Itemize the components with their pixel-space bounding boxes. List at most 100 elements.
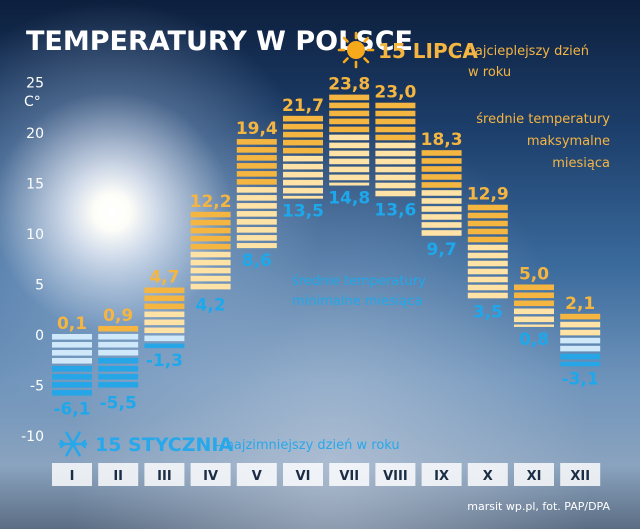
temperature-bar (283, 115, 323, 199)
bar-stripe (375, 118, 416, 125)
y-axis-unit: C° (24, 94, 41, 110)
bar-stripe (144, 311, 185, 318)
x-tick-box (190, 463, 231, 486)
max-value-label: 2,1 (565, 294, 595, 314)
bar-stripe (98, 365, 139, 372)
bar-stripe (421, 222, 462, 228)
bar-stripe (190, 219, 231, 226)
min-value-label: -1,3 (146, 351, 183, 371)
x-tick-box (467, 463, 508, 486)
min-value-label: 3,5 (473, 303, 503, 323)
y-tick-label: -10 (21, 429, 44, 445)
bar-stripe (190, 259, 231, 266)
bar-stripe (236, 243, 277, 249)
min-series-label-1: średnie temperatury (292, 274, 426, 289)
bar-stripe (283, 195, 323, 199)
snowflake-icon (58, 431, 88, 457)
x-tick-box (375, 463, 416, 486)
bar-stripe (375, 102, 416, 109)
bar-stripe (236, 155, 277, 161)
bar-stripe (329, 126, 370, 133)
bar-stripe (236, 171, 277, 177)
bar-stripe (283, 155, 323, 162)
bar-stripe (144, 327, 185, 334)
bar-stripe (236, 163, 277, 169)
bar-stripe (52, 357, 92, 364)
hottest-day-text: – najcieplejszy dzień (456, 44, 589, 59)
bar-stripe (52, 381, 92, 388)
bar-stripe (283, 139, 323, 146)
bar-stripe (560, 337, 601, 344)
bar-stripe (98, 333, 139, 340)
bar-stripe (375, 182, 416, 189)
bar-stripe (421, 198, 462, 204)
sun-icon (337, 31, 375, 69)
bar-stripe (467, 228, 508, 235)
bar-stripe (467, 260, 508, 267)
max-value-label: 23,0 (374, 83, 416, 103)
x-tick-label: I (70, 469, 75, 484)
bar-stripe (144, 287, 185, 294)
temperature-bar (329, 94, 370, 186)
min-value-label: -6,1 (53, 400, 90, 420)
bar-stripe (329, 150, 370, 157)
x-tick-box (514, 463, 554, 486)
bar-stripe (329, 94, 370, 101)
bar-stripe (467, 268, 508, 275)
x-tick-box (283, 463, 323, 486)
bar-stripe (375, 142, 416, 149)
bar-stripe (329, 158, 370, 165)
bar-stripe (236, 219, 277, 225)
x-tick-label: X (483, 469, 493, 484)
max-series-label-1: średnie temperatury (476, 112, 610, 127)
bar-stripe (329, 118, 370, 125)
bar-stripe (144, 295, 185, 302)
min-value-label: 8,6 (242, 251, 272, 271)
y-tick-label: 5 (35, 278, 44, 294)
min-value-label: 14,8 (328, 189, 370, 209)
bar-stripe (52, 333, 92, 340)
max-value-label: 23,8 (328, 75, 370, 95)
x-tick-box (329, 463, 370, 486)
max-value-label: 0,9 (103, 306, 133, 326)
bar-stripe (190, 251, 231, 258)
bar-stripe (421, 166, 462, 172)
bar-stripe (375, 174, 416, 181)
bar-stripe (190, 283, 231, 290)
bar-stripe (514, 284, 554, 291)
bar-stripe (421, 158, 462, 164)
bar-stripe (283, 147, 323, 154)
bar-stripe (283, 115, 323, 122)
x-tick-label: XII (570, 469, 590, 484)
bar-stripe (236, 235, 277, 241)
bar-stripe (144, 319, 185, 326)
bar-stripe (190, 243, 231, 250)
bar-stripe (329, 182, 370, 186)
bar-stripe (329, 110, 370, 117)
bar-stripe (467, 212, 508, 219)
bar-stripe (467, 292, 508, 299)
bar-stripe (375, 166, 416, 173)
bar-stripe (190, 235, 231, 242)
bar-stripe (560, 329, 601, 336)
min-value-label: 4,2 (196, 296, 226, 316)
x-tick-box (52, 463, 92, 486)
bar-stripe (236, 147, 277, 153)
x-tick-label: VIII (383, 469, 408, 484)
bar-stripe (421, 150, 462, 156)
bar-stripe (98, 381, 139, 388)
min-value-label: 0,8 (519, 330, 549, 350)
temperature-bar (144, 287, 185, 349)
x-tick-label: II (113, 469, 123, 484)
y-tick-label: -5 (30, 379, 44, 395)
bar-stripe (236, 227, 277, 233)
min-value-label: 9,7 (427, 240, 457, 260)
bar-stripe (467, 204, 508, 211)
x-tick-box (144, 463, 185, 486)
temperature-bar (514, 284, 554, 327)
x-tick-box (98, 463, 139, 486)
max-value-label: 12,2 (190, 192, 232, 212)
bar-stripe (467, 284, 508, 291)
